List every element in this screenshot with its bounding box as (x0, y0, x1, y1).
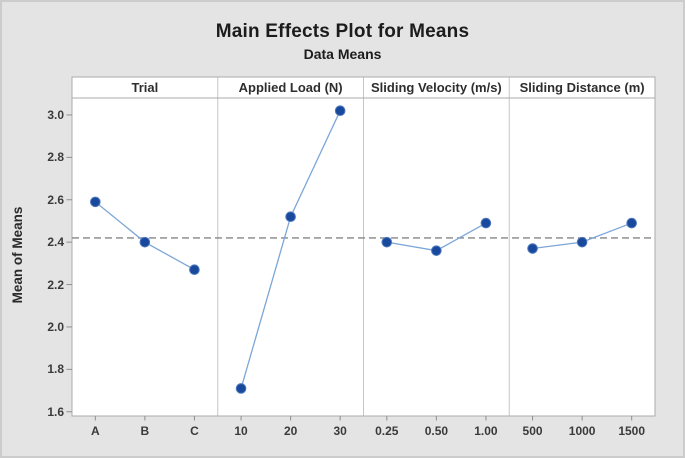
y-tick-label: 2.6 (47, 192, 64, 207)
data-point (480, 217, 492, 229)
data-point (189, 264, 200, 276)
data-point (626, 217, 637, 229)
y-tick-label: 1.8 (47, 362, 64, 377)
panel-header-label: Sliding Distance (m) (519, 80, 645, 95)
data-point (139, 236, 151, 248)
x-tick-label: B (140, 424, 150, 438)
data-point (576, 236, 588, 248)
data-point (90, 196, 101, 208)
data-point (527, 243, 538, 254)
y-tick-label: 2.8 (47, 150, 64, 165)
y-tick-label: 3.0 (47, 107, 64, 122)
data-point (285, 211, 296, 223)
data-point (334, 105, 346, 117)
x-tick-label: 500 (522, 424, 543, 438)
x-tick-label: 30 (333, 424, 347, 438)
x-tick-label: 1000 (568, 424, 596, 438)
data-point (431, 245, 442, 256)
chart-title: Main Effects Plot for Means (215, 21, 470, 42)
panel-header-label: Sliding Velocity (m/s) (371, 80, 502, 95)
y-tick-label: 2.4 (47, 235, 64, 250)
x-tick-label: 0.50 (424, 424, 449, 438)
y-tick-label: 2.2 (47, 277, 64, 292)
panel-header-label: Trial (131, 80, 159, 95)
x-tick-label: 10 (234, 424, 248, 438)
x-tick-label: 20 (283, 424, 298, 438)
y-tick-label: 2.0 (47, 319, 64, 334)
panel-header-label: Applied Load (N) (238, 80, 343, 95)
data-point (381, 236, 393, 248)
data-point (235, 383, 247, 394)
plot-frame (71, 76, 656, 417)
x-tick-label: 1.00 (474, 424, 498, 438)
y-tick-label: 1.6 (47, 404, 64, 419)
chart-subtitle: Data Means (303, 46, 382, 62)
x-tick-label: 1500 (618, 424, 646, 438)
x-tick-label: A (90, 424, 100, 438)
x-tick-label: C (190, 424, 199, 438)
x-tick-label: 0.25 (375, 424, 399, 438)
